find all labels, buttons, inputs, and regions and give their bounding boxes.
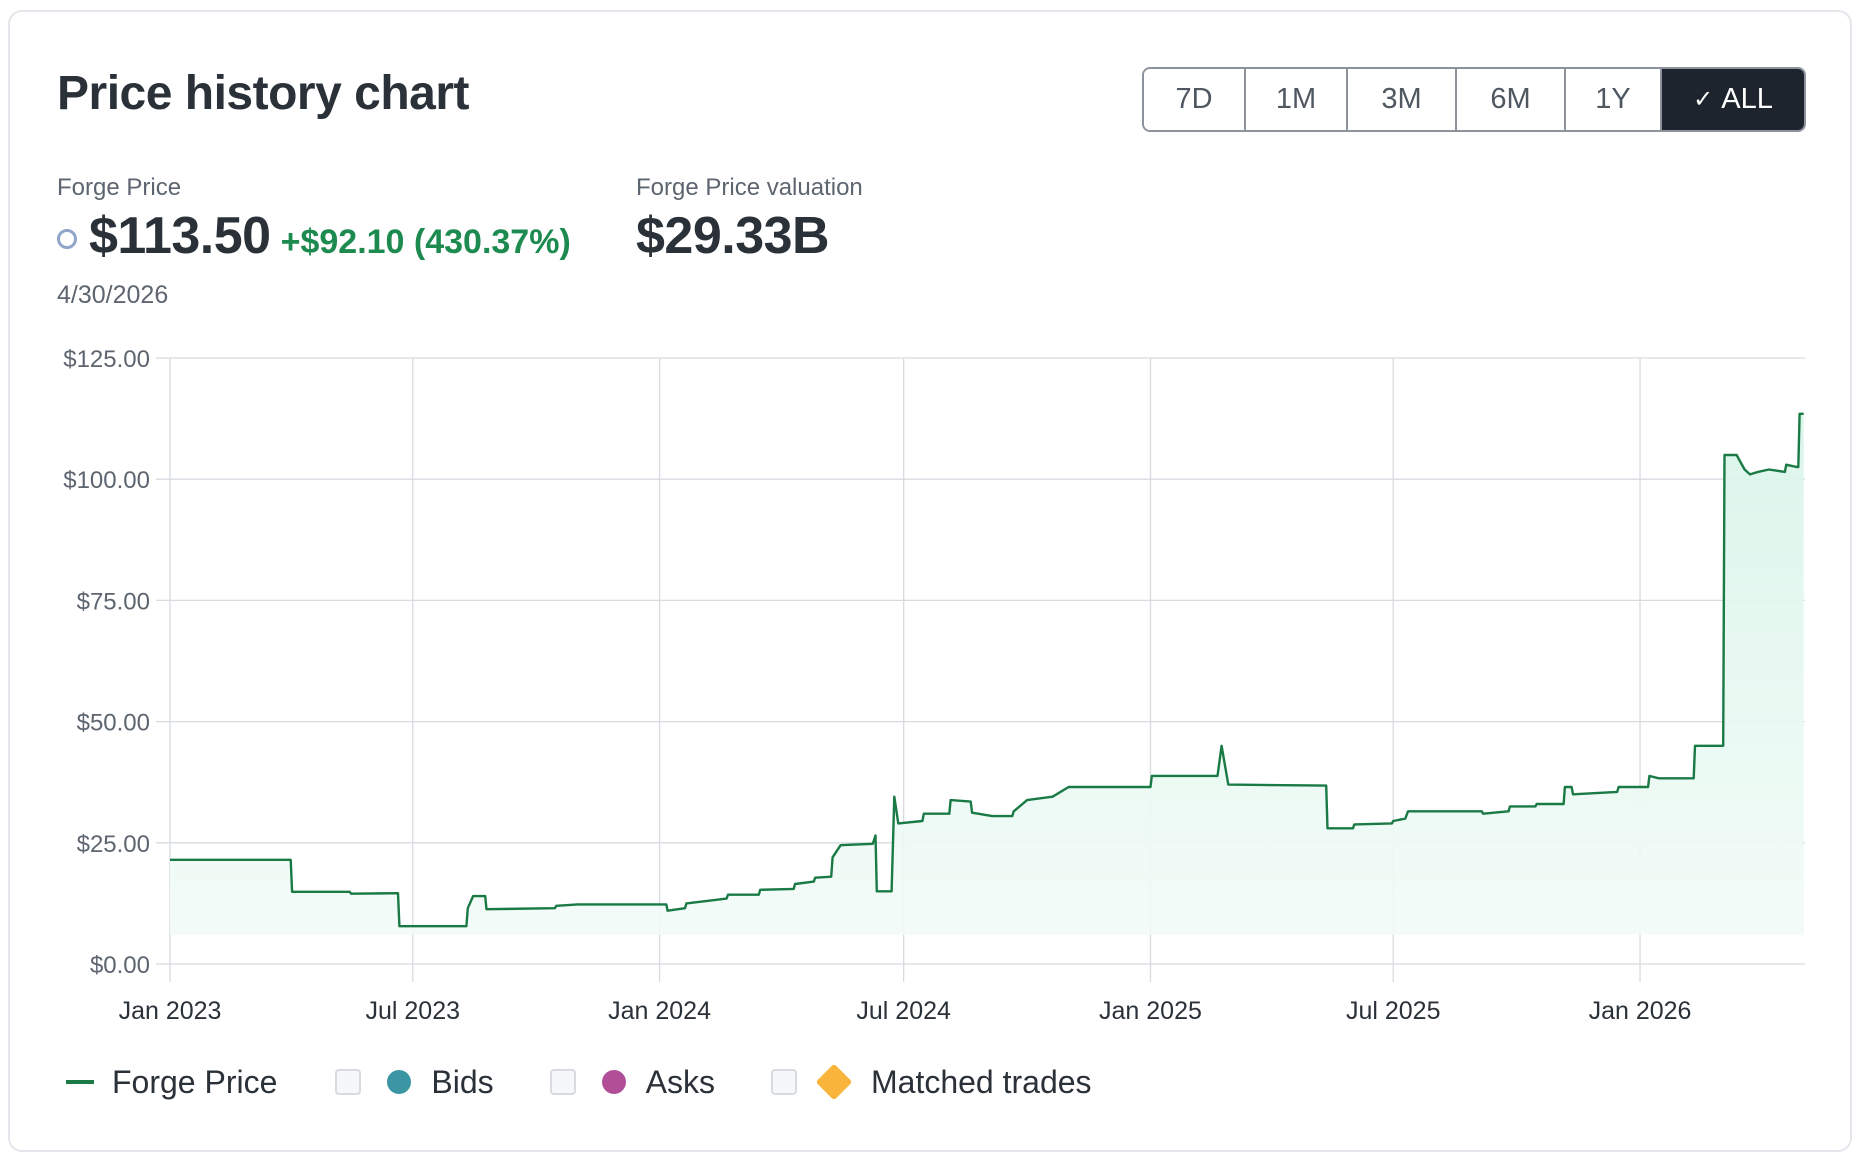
range-button-6m[interactable]: 6M (1457, 69, 1566, 130)
range-button-1y[interactable]: 1Y (1566, 69, 1662, 130)
y-tick-label: $125.00 (63, 346, 150, 373)
chart-legend: Forge Price Bids Asks Matched trades (66, 1060, 1092, 1104)
valuation-label: Forge Price valuation (636, 174, 863, 201)
range-button-1m[interactable]: 1M (1246, 69, 1348, 130)
legend-label: Bids (431, 1063, 494, 1100)
x-tick-label: Jul 2024 (856, 997, 951, 1025)
price-date: 4/30/2026 (57, 281, 169, 309)
forge-price-value: $113.50 (89, 207, 271, 265)
price-history-card (8, 10, 1852, 1152)
legend-bids[interactable]: Bids (335, 1063, 494, 1101)
x-tick-label: Jul 2023 (366, 997, 461, 1025)
forge-price-label: Forge Price (57, 174, 182, 201)
price-change: +$92.10 (430.37%) (280, 223, 571, 261)
x-tick-label: Jan 2024 (608, 997, 711, 1025)
time-range-selector: 7D 1M 3M 6M 1Y ✓ ALL (1142, 67, 1806, 132)
diamond-icon (815, 1063, 853, 1101)
y-tick-label: $25.00 (77, 831, 150, 858)
valuation-value: $29.33B (636, 207, 830, 265)
range-label: 3M (1381, 83, 1422, 115)
y-tick-label: $50.00 (77, 710, 150, 737)
range-button-3m[interactable]: 3M (1348, 69, 1457, 130)
legend-matched-trades[interactable]: Matched trades (770, 1063, 1092, 1101)
range-label: 1M (1275, 83, 1317, 115)
x-tick-label: Jan 2025 (1099, 997, 1202, 1025)
y-axis-labels: $0.00 $25.00 $50.00 $75.00 $100.00 $125.00 (63, 346, 150, 979)
y-tick-label: $75.00 (77, 588, 150, 615)
asks-checkbox[interactable] (549, 1069, 576, 1095)
range-button-7d[interactable]: 7D (1144, 69, 1246, 130)
range-label: 6M (1490, 83, 1531, 115)
circle-marker-icon (57, 229, 77, 249)
forge-price-line (170, 412, 1804, 928)
forge-price-row: $113.50 +$92.10 (430.37%) (57, 206, 571, 266)
price-area-fill (170, 413, 1804, 935)
legend-forge-price[interactable]: Forge Price (66, 1064, 277, 1101)
legend-label: Asks (645, 1063, 715, 1100)
y-tick-label: $0.00 (90, 952, 150, 979)
y-tick-label: $100.00 (63, 467, 150, 494)
legend-asks[interactable]: Asks (549, 1063, 715, 1101)
range-label: ALL (1721, 83, 1773, 115)
x-axis-labels: Jan 2023 Jul 2023 Jan 2024 Jul 2024 Jan 2025… (119, 997, 1692, 1025)
x-tick-label: Jan 2026 (1589, 997, 1692, 1025)
line-swatch-icon (66, 1080, 94, 1084)
matched-trades-checkbox[interactable] (770, 1069, 797, 1095)
legend-label: Forge Price (112, 1063, 278, 1100)
range-label: 7D (1175, 83, 1213, 115)
asks-dot-icon (601, 1070, 626, 1094)
legend-label: Matched trades (870, 1063, 1092, 1100)
bids-dot-icon (387, 1070, 412, 1094)
x-tick-label: Jul 2025 (1346, 997, 1441, 1025)
range-button-all[interactable]: ✓ ALL (1662, 69, 1804, 130)
card-title: Price history chart (57, 67, 470, 120)
checkmark-icon: ✓ (1693, 86, 1714, 113)
bids-checkbox[interactable] (335, 1069, 362, 1095)
range-label: 1Y (1595, 83, 1631, 115)
x-tick-label: Jan 2023 (119, 997, 222, 1025)
